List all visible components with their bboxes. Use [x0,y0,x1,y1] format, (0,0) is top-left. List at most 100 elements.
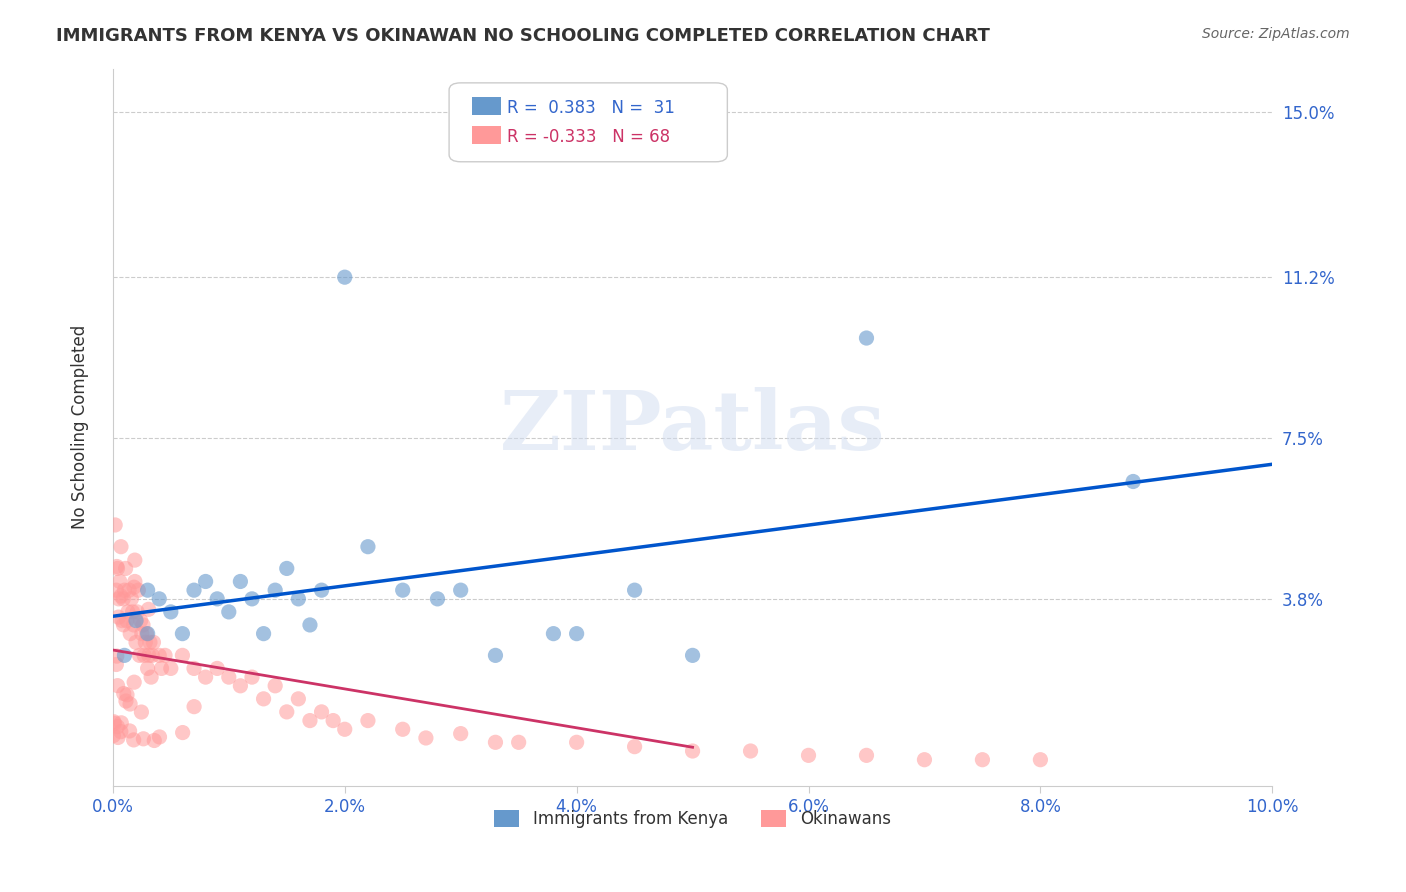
Point [484,735,506,749]
Point [108,574,131,589]
Point [426,591,449,606]
Point [107,610,129,624]
Point [138,648,160,663]
Point [143,733,166,747]
Point [131,626,153,640]
Point [125,635,148,649]
Point [484,648,506,663]
Point [121,605,143,619]
Point [138,602,160,616]
Y-axis label: No Schooling Completed: No Schooling Completed [72,325,89,529]
Point [240,670,263,684]
Point [565,626,588,640]
Point [172,725,194,739]
Point [1029,753,1052,767]
Point [298,714,321,728]
Point [124,574,146,589]
Point [264,583,287,598]
Point [134,648,156,663]
Point [240,591,263,606]
Point [183,583,205,598]
Point [136,626,159,640]
Point [103,716,125,731]
Point [183,699,205,714]
Point [450,726,472,740]
Point [623,583,645,598]
Point [139,670,162,684]
Point [543,626,565,640]
Point [311,705,333,719]
Point [105,559,128,574]
Point [122,732,145,747]
Point [1122,475,1144,489]
Point [276,705,298,719]
Point [120,697,142,711]
Point [623,739,645,754]
Point [129,614,152,628]
Point [153,648,176,663]
Text: IMMIGRANTS FROM KENYA VS OKINAWAN NO SCHOOLING COMPLETED CORRELATION CHART: IMMIGRANTS FROM KENYA VS OKINAWAN NO SCH… [56,27,990,45]
Point [103,714,125,729]
Point [107,591,129,606]
Point [132,731,155,746]
Point [118,583,141,598]
Point [855,748,877,763]
Point [142,635,165,649]
Point [112,591,135,606]
Point [183,661,205,675]
Point [391,723,413,737]
Point [148,730,170,744]
Point [322,714,344,728]
Point [205,591,228,606]
Point [139,635,162,649]
Point [148,648,170,663]
Point [125,614,148,628]
Text: R = -0.333   N = 68: R = -0.333 N = 68 [508,128,671,145]
Point [508,735,530,749]
Point [218,605,240,619]
Point [107,720,129,734]
Bar [472,126,502,144]
Text: R =  0.383   N =  31: R = 0.383 N = 31 [508,99,675,117]
Point [150,661,173,675]
Point [127,583,149,598]
Point [391,583,413,598]
Point [194,574,217,589]
Point [115,694,138,708]
Point [450,583,472,598]
Point [141,648,163,663]
Point [110,715,132,730]
Point [218,670,240,684]
Point [122,580,145,594]
Point [110,724,132,739]
Point [107,679,129,693]
Point [111,614,134,628]
Point [120,591,142,606]
Point [264,679,287,693]
Point [914,753,936,767]
Point [357,714,380,728]
Point [105,649,128,664]
Point [134,635,156,649]
Point [172,626,194,640]
Point [112,686,135,700]
Point [124,553,146,567]
Point [114,583,136,598]
Point [132,618,155,632]
Point [120,626,142,640]
Point [159,661,181,675]
Point [740,744,762,758]
Point [105,657,128,672]
Point [415,731,437,745]
Point [104,518,127,533]
Text: Source: ZipAtlas.com: Source: ZipAtlas.com [1202,27,1350,41]
Point [115,688,138,702]
Point [172,648,194,663]
Point [148,591,170,606]
Point [136,583,159,598]
Point [117,605,139,619]
Point [333,270,356,285]
Point [298,618,321,632]
Bar [472,97,502,115]
Point [103,729,125,743]
